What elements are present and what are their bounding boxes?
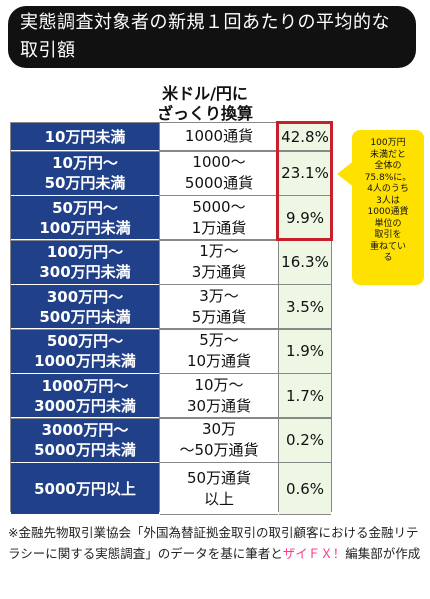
footnote-text-end: 編集部が作成 (345, 546, 421, 561)
range-cell: 100万円～ 300万円未満 (11, 240, 159, 285)
range-cell: 1000万円～ 3000万円未満 (11, 374, 159, 418)
usd-amount-cell: 5000～ 1万通貨 (160, 196, 278, 240)
percentage-cell: 42.8% (279, 123, 331, 151)
footnote-text: ※金融先物取引業協会「外国為替証拠金取引の取引顧客における金融リテラシーに関する… (8, 525, 419, 561)
usd-amount-cell: 1万～ 3万通貨 (160, 240, 278, 285)
table-row: 10万円未満 1000通貨 42.8% (11, 123, 331, 151)
range-cell: 500万円～ 1000万円未満 (11, 329, 159, 374)
footnote-link[interactable]: ザイＦＸ！ (282, 546, 346, 561)
title-banner: 実態調査対象者の新規１回あたりの平均的な取引額 (8, 6, 416, 68)
usd-amount-cell: 1000～ 5000通貨 (160, 151, 278, 196)
usd-amount-cell: 10万～ 30万通貨 (160, 374, 278, 418)
table-row: 1000万円～ 3000万円未満 10万～ 30万通貨 1.7% (11, 374, 331, 418)
usd-column-header-text: 米ドル/円に ざっくり換算 (156, 84, 253, 123)
callout-text: 100万円 未満だと 全体の 75.8%に。 4人のうち 3人は 1000通貨 … (364, 138, 412, 263)
range-cell: 50万円～ 100万円未満 (11, 196, 159, 240)
usd-amount-cell: 5万～ 10万通貨 (160, 329, 278, 374)
usd-amount-cell: 1000通貨 (160, 123, 278, 151)
table-row: 100万円～ 300万円未満 1万～ 3万通貨 16.3% (11, 240, 331, 285)
percentage-cell: 9.9% (279, 196, 331, 240)
table-row: 500万円～ 1000万円未満 5万～ 10万通貨 1.9% (11, 329, 331, 374)
callout-arrow-icon (337, 160, 355, 188)
range-cell: 10万円未満 (11, 123, 159, 151)
usd-column-header: 米ドル/円に ざっくり換算 (150, 84, 260, 124)
percentage-cell: 16.3% (279, 240, 331, 285)
range-cell: 3000万円～ 5000万円未満 (11, 418, 159, 463)
range-cell: 300万円～ 500万円未満 (11, 285, 159, 329)
usd-amount-cell: 50万通貨 以上 (160, 463, 278, 515)
page-title: 実態調査対象者の新規１回あたりの平均的な取引額 (20, 12, 390, 61)
footnote: ※金融先物取引業協会「外国為替証拠金取引の取引顧客における金融リテラシーに関する… (8, 522, 424, 564)
highlight-box (276, 121, 333, 241)
range-cell: 10万円～ 50万円未満 (11, 151, 159, 196)
table-row: 3000万円～ 5000万円未満 30万 ～50万通貨 0.2% (11, 418, 331, 463)
percentage-cell: 1.7% (279, 374, 331, 418)
percentage-cell: 0.6% (279, 463, 331, 515)
callout-note: 100万円 未満だと 全体の 75.8%に。 4人のうち 3人は 1000通貨 … (352, 130, 424, 285)
usd-amount-cell: 3万～ 5万通貨 (160, 285, 278, 329)
percentage-cell: 0.2% (279, 418, 331, 463)
table-row: 50万円～ 100万円未満 5000～ 1万通貨 9.9% (11, 196, 331, 240)
percentage-cell: 3.5% (279, 285, 331, 329)
table-row: 300万円～ 500万円未満 3万～ 5万通貨 3.5% (11, 285, 331, 329)
table-row: 5000万円以上 50万通貨 以上 0.6% (11, 463, 331, 515)
percentage-cell: 23.1% (279, 151, 331, 196)
range-cell: 5000万円以上 (11, 463, 159, 515)
percentage-cell: 1.9% (279, 329, 331, 374)
table-row: 10万円～ 50万円未満 1000～ 5000通貨 23.1% (11, 151, 331, 196)
usd-amount-cell: 30万 ～50万通貨 (160, 418, 278, 463)
